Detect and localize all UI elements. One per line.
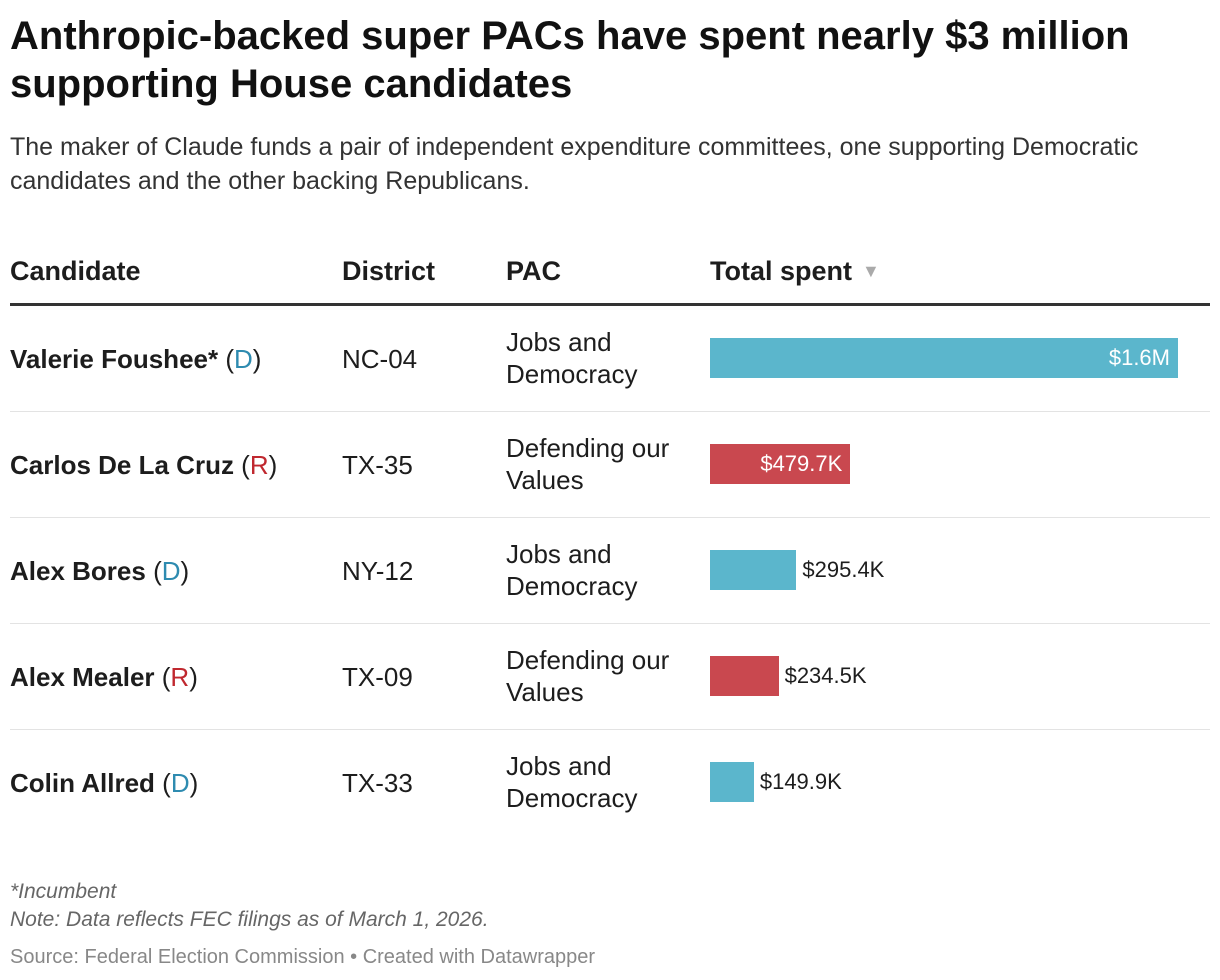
table-header: Candidate District PAC Total spent ▼ <box>10 246 1210 306</box>
spending-bar <box>710 338 1178 378</box>
spending-value-label: $479.7K <box>760 451 843 476</box>
total-spent-cell: $1.6M <box>710 338 1210 378</box>
district-cell: TX-33 <box>342 768 413 798</box>
party-close-paren: ) <box>180 556 190 586</box>
candidate-name: Carlos De La Cruz <box>10 450 234 480</box>
candidate-name: Colin Allred <box>10 768 155 798</box>
header-total-spent-label: Total spent <box>710 256 853 286</box>
party-close-paren: ) <box>252 344 262 374</box>
chart-subtitle: The maker of Claude funds a pair of inde… <box>10 133 1139 195</box>
candidate-cell: Alex Bores (D) <box>10 554 189 588</box>
total-spent-cell: $234.5K <box>710 656 1210 696</box>
header-candidate[interactable]: Candidate <box>10 256 141 286</box>
sort-descending-icon[interactable]: ▼ <box>862 261 880 281</box>
candidate-cell: Carlos De La Cruz (R) <box>10 448 277 482</box>
pac-cell: Defending our Values <box>506 433 670 495</box>
party-close-paren: ) <box>189 768 199 798</box>
spending-bar <box>710 444 851 484</box>
district-cell: TX-35 <box>342 450 413 480</box>
header-district[interactable]: District <box>342 256 436 286</box>
incumbent-note: *Incumbent <box>10 880 117 903</box>
spending-bar <box>710 656 779 696</box>
district-cell: TX-09 <box>342 662 413 692</box>
district-cell: NC-04 <box>342 344 418 374</box>
spending-table: Candidate District PAC Total spent ▼ Vale… <box>10 246 1210 836</box>
candidate-name: Alex Mealer <box>10 662 155 692</box>
candidate-cell: Colin Allred (D) <box>10 766 198 800</box>
table-row: Alex Bores (D) NY-12 Jobs and Democracy $29… <box>10 518 1210 624</box>
total-spent-cell: $479.7K <box>710 444 1210 484</box>
spending-bar <box>710 550 797 590</box>
party-open-paren: ( <box>233 450 250 480</box>
pac-cell: Defending our Values <box>506 645 670 707</box>
candidate-name: Alex Bores <box>10 556 146 586</box>
party-open-paren: ( <box>145 556 162 586</box>
candidate-cell: Valerie Foushee* (D) <box>10 342 261 376</box>
party-badge: D <box>234 344 253 374</box>
party-badge: R <box>170 662 190 692</box>
pac-cell: Jobs and Democracy <box>506 327 638 389</box>
party-badge: D <box>161 556 181 586</box>
header-total-spent[interactable]: Total spent ▼ <box>710 254 880 288</box>
table-row: Colin Allred (D) TX-33 Jobs and Democracy $… <box>10 730 1210 836</box>
candidate-cell: Alex Mealer (R) <box>10 660 198 694</box>
chart-title: Anthropic-backed super PACs have spent n… <box>10 14 1130 106</box>
source-line: Source: Federal Election Commission • Cr… <box>10 946 596 968</box>
total-spent-cell: $295.4K <box>710 550 1210 590</box>
table-row: Carlos De La Cruz (R) TX-35 Defending our … <box>10 412 1210 518</box>
spending-value-label: $1.6M <box>1108 345 1170 370</box>
party-close-paren: ) <box>268 450 278 480</box>
party-open-paren: ( <box>218 344 234 374</box>
pac-cell: Jobs and Democracy <box>506 751 638 813</box>
spending-bar <box>710 762 754 802</box>
party-close-paren: ) <box>189 662 198 692</box>
spending-value-label: $149.9K <box>759 769 842 794</box>
table-row: Valerie Foushee* (D) NC-04 Jobs and Democr… <box>10 306 1210 412</box>
candidate-name: Valerie Foushee* <box>10 344 219 374</box>
spending-value-label: $234.5K <box>784 663 867 688</box>
pac-cell: Jobs and Democracy <box>506 539 638 601</box>
data-note: Note: Data reflects FEC filings as of Ma… <box>10 908 489 931</box>
table-row: Alex Mealer (R) TX-09 Defending our Values… <box>10 624 1210 730</box>
total-spent-cell: $149.9K <box>710 762 1210 802</box>
table-body: Valerie Foushee* (D) NC-04 Jobs and Democr… <box>10 306 1210 836</box>
party-badge: D <box>170 768 190 798</box>
district-cell: NY-12 <box>342 556 414 586</box>
spending-value-label: $295.4K <box>802 557 885 582</box>
header-pac[interactable]: PAC <box>506 256 562 286</box>
party-open-paren: ( <box>154 768 171 798</box>
party-badge: R <box>249 450 269 480</box>
party-open-paren: ( <box>154 662 171 692</box>
